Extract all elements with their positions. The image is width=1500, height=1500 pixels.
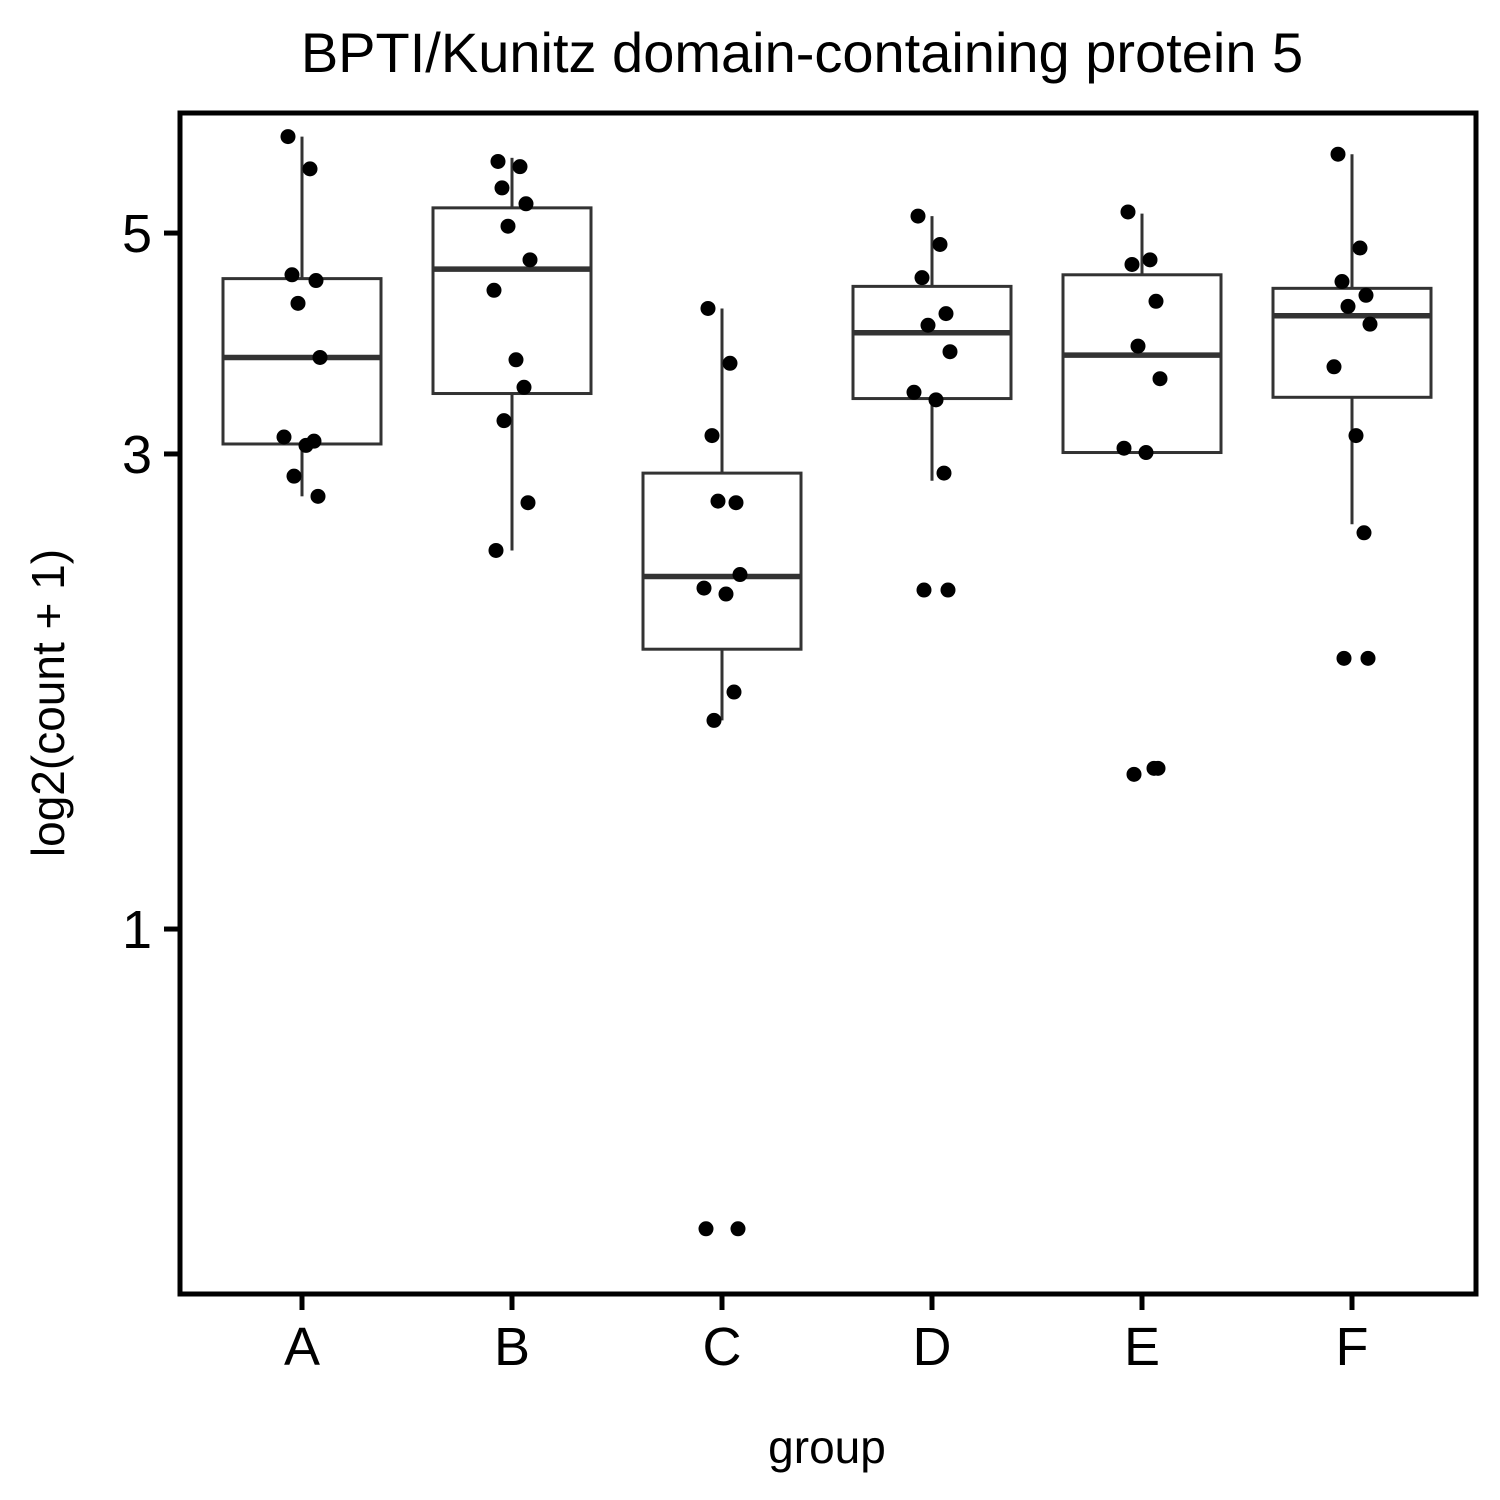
data-point: [722, 355, 738, 371]
data-point: [704, 428, 720, 444]
data-point: [486, 282, 502, 298]
data-point: [1352, 240, 1368, 256]
data-point: [1148, 293, 1164, 309]
data-point: [488, 542, 504, 558]
data-point: [710, 493, 726, 509]
data-point: [518, 196, 534, 212]
data-point: [730, 1221, 746, 1237]
box-iqr: [1271, 286, 1433, 399]
data-point: [700, 300, 716, 316]
data-point: [1120, 204, 1136, 220]
data-point: [1336, 650, 1352, 666]
data-point: [516, 379, 532, 395]
data-point: [1330, 146, 1346, 162]
data-point: [706, 712, 722, 728]
data-point: [936, 465, 952, 481]
data-point: [490, 153, 506, 169]
data-point: [308, 273, 324, 289]
data-point: [718, 586, 734, 602]
data-point: [1124, 256, 1140, 272]
data-point: [1334, 274, 1350, 290]
data-point: [696, 580, 712, 596]
data-point: [910, 208, 926, 224]
data-point: [914, 270, 930, 286]
chart-title: BPTI/Kunitz domain-containing protein 5: [301, 21, 1303, 84]
x-tick-label: B: [494, 1317, 530, 1377]
data-point: [906, 384, 922, 400]
data-point: [732, 567, 748, 583]
data-point: [1142, 252, 1158, 268]
data-point: [726, 684, 742, 700]
x-tick-label: A: [284, 1317, 320, 1377]
data-point: [928, 392, 944, 408]
data-point: [1326, 359, 1342, 375]
data-point: [920, 317, 936, 333]
data-point: [512, 159, 528, 175]
data-point: [520, 495, 536, 511]
data-point: [940, 582, 956, 598]
data-point: [1130, 338, 1146, 354]
data-point: [1116, 440, 1132, 456]
y-axis-label: log2(count + 1): [22, 549, 74, 857]
data-point: [494, 180, 510, 196]
data-point: [1138, 445, 1154, 461]
data-point: [942, 344, 958, 360]
box-iqr: [641, 471, 803, 651]
data-point: [1340, 298, 1356, 314]
data-point: [1358, 287, 1374, 303]
data-point: [916, 582, 932, 598]
box-iqr: [431, 206, 593, 396]
box-iqr: [1061, 273, 1223, 455]
data-point: [286, 468, 302, 484]
data-point: [312, 349, 328, 365]
data-point: [522, 252, 538, 268]
data-point: [1348, 428, 1364, 444]
data-point: [1150, 760, 1166, 776]
box-iqr: [851, 284, 1013, 401]
x-tick-label: D: [913, 1317, 952, 1377]
data-point: [1356, 525, 1372, 541]
data-point: [1360, 650, 1376, 666]
plot-area: 1 3 5 A B C D E F: [122, 110, 1479, 1377]
data-point: [698, 1221, 714, 1237]
data-point: [306, 433, 322, 449]
data-point: [938, 306, 954, 322]
y-tick-label: 5: [122, 204, 152, 264]
data-point: [496, 413, 512, 429]
data-point: [1362, 316, 1378, 332]
data-point: [1126, 766, 1142, 782]
data-point: [1152, 371, 1168, 387]
x-tick-label: F: [1336, 1317, 1369, 1377]
plot-frame: [177, 110, 1479, 1297]
data-point: [290, 295, 306, 311]
x-tick-label: E: [1124, 1317, 1160, 1377]
y-tick-label: 1: [122, 900, 152, 960]
data-point: [728, 495, 744, 511]
x-axis-label: group: [768, 1421, 886, 1473]
y-tick-label: 3: [122, 425, 152, 485]
data-point: [310, 488, 326, 504]
data-point: [500, 218, 516, 234]
data-point: [284, 267, 300, 283]
data-point: [280, 129, 296, 145]
x-tick-label: C: [703, 1317, 742, 1377]
data-point: [932, 236, 948, 252]
data-point: [302, 161, 318, 177]
data-point: [276, 429, 292, 445]
data-point: [508, 352, 524, 368]
